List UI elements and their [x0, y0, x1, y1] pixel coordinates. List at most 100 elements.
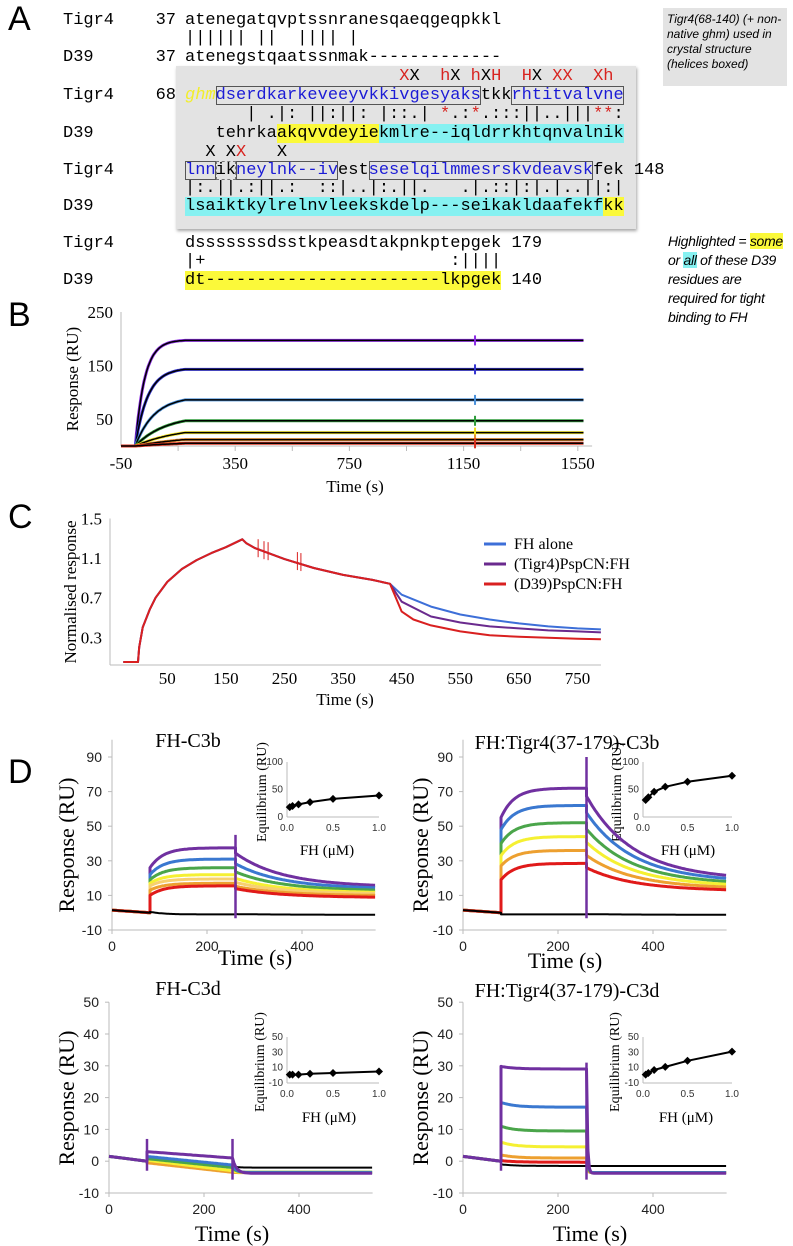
d3-inset-x-label: FH (μM)	[302, 1110, 356, 1126]
sequence-segment: dserdkarkeveeyvkkivgesyaks	[215, 86, 481, 105]
panel-label-b: B	[8, 296, 31, 334]
d3-y-axis-label: Response (RU)	[54, 1030, 79, 1165]
c-y-tick-label: 0.7	[81, 589, 103, 608]
d2-y-tick-label: 50	[437, 818, 453, 834]
sequence-segment: h	[440, 67, 451, 86]
sequence-segment: |:.||.:||.: ::|..|:.||. .|.::|:|.|..||:|	[185, 179, 624, 198]
d4-y-tick-label: 10	[437, 1121, 453, 1137]
d3-y-tick-label: 0	[91, 1153, 99, 1169]
sequence-segment: atenegstqaatssnmak-------------	[185, 48, 502, 67]
sequence: lsaiktkylrelnvleekskdelp---seikakldaafek…	[185, 197, 624, 216]
sequence-name: D39	[63, 48, 94, 67]
d3-x-tick-label: 0	[105, 1201, 113, 1217]
sequence-name: Tigr4	[63, 11, 115, 30]
d1-series-orange	[111, 881, 376, 915]
d1-inset-point	[294, 800, 303, 809]
d3-inset-x-tick-label: 0.0	[280, 1089, 294, 1100]
c-y-tick-label: 1.1	[81, 549, 102, 568]
d4-inset-x-label: FH (μM)	[659, 1110, 713, 1126]
sequence-segment: h	[470, 67, 481, 86]
d4-inset-x-tick-label: 0.5	[681, 1089, 695, 1100]
c-y-tick-label: 0.3	[81, 628, 102, 647]
b-y-tick-label: 50	[96, 410, 113, 429]
d4-series-control	[462, 1155, 727, 1167]
sequence-segment: XX	[552, 67, 573, 86]
d4-y-tick-label: -10	[433, 1185, 453, 1201]
d2-inset-y-tick-label: 0	[633, 812, 639, 823]
d3-inset-y-label: Equilibrium (RU)	[253, 1012, 268, 1112]
d2-inset-point	[728, 771, 736, 780]
d1-inset-y-tick-label: 50	[272, 785, 284, 796]
sequence-name: Tigr4	[63, 161, 115, 180]
d4-inset-point	[650, 1065, 659, 1074]
d2-y-tick-label: 90	[437, 749, 453, 765]
d4-x-tick-label: 0	[459, 1201, 467, 1217]
panel-label-d: D	[8, 753, 33, 791]
d1-series-red	[111, 884, 376, 915]
d2-y-tick-label: -10	[433, 922, 453, 938]
d4-inset-y-tick-label: -10	[625, 1078, 640, 1089]
d1-inset-y-tick-label: 0	[277, 812, 283, 823]
sequence: X XX X	[185, 143, 287, 162]
sequence-segment: X	[399, 67, 410, 86]
d4-x-tick-label: 200	[546, 1201, 570, 1217]
d1-x-axis-label: Time (s)	[218, 945, 292, 970]
d2-y-axis-label: Response (RU)	[408, 777, 433, 912]
d1-inset-y-label: Equilibrium (RU)	[255, 742, 270, 842]
d4-inset-x-tick-label: 0.0	[636, 1089, 650, 1100]
b-fit-conc-1	[121, 339, 584, 447]
d3-inset-x-tick-label: 0.5	[326, 1089, 340, 1100]
d2-title: FH:Tigr4(37-179)-C3b	[475, 732, 660, 754]
d2-series-control	[462, 909, 727, 916]
d4-inset-y-tick-label: 50	[628, 1032, 640, 1043]
d3-y-tick-label: 10	[83, 1121, 99, 1137]
note-some: some	[749, 233, 783, 249]
sequence-segment: *	[440, 105, 451, 124]
c-legend-label: (D39)PspCN:FH	[514, 576, 623, 593]
d3-x-tick-label: 200	[192, 1201, 216, 1217]
d2-inset-y-label: Equilibrium (RU)	[610, 742, 625, 842]
sequence-segment: atenegatqvptssnranesqaeqgeqpkkl	[185, 11, 502, 30]
d3-y-tick-label: -10	[79, 1185, 99, 1201]
c-x-tick-label: 150	[213, 669, 239, 688]
d2-series-yellow	[462, 835, 727, 915]
sequence-segment: rhtitvalvne	[511, 86, 624, 105]
d4-series-purple	[462, 1064, 727, 1175]
d1-inset-point	[306, 798, 314, 807]
d3-inset-x-tick-label: 1.0	[372, 1089, 386, 1100]
d1-series-purple	[111, 846, 376, 915]
d4-y-tick-label: 20	[437, 1090, 453, 1106]
d4-inset-y-tick-label: 10	[628, 1063, 640, 1074]
sequence: atenegstqaatssnmak-------------	[185, 48, 501, 67]
sequence-segment: **	[593, 105, 614, 124]
d3-title: FH-C3d	[155, 978, 221, 1000]
d3-inset-y-tick-label: -10	[269, 1078, 284, 1089]
d1-inset-x-tick-label: 0.0	[280, 823, 294, 834]
d1-inset-point	[375, 791, 383, 800]
d4-inset-point	[728, 1047, 736, 1056]
sequence-segment: .:::||..|||	[480, 105, 594, 124]
sequence-segment: X	[480, 67, 492, 86]
d2-series-purple	[462, 786, 727, 915]
b-series-conc-2	[121, 367, 584, 448]
sequence-segment: X X	[185, 143, 237, 162]
sequence-segment: X	[246, 143, 288, 162]
sequence-segment: .:	[450, 105, 471, 124]
sequence-segment: est	[338, 161, 369, 180]
d2-x-tick-label: 400	[641, 938, 665, 954]
d2-inset-point	[661, 782, 670, 791]
sequence: |+ :||||	[185, 252, 501, 271]
c-x-tick-label: 750	[565, 669, 591, 688]
b-fit-conc-3	[121, 399, 584, 447]
d2-inset-x-tick-label: 0.0	[636, 823, 650, 834]
d3-inset-y-tick-label: 30	[272, 1047, 284, 1058]
sequence-segment: lnn	[185, 161, 216, 180]
c-x-tick-label: 50	[159, 669, 176, 688]
sequence-segment: dsssssssdsstkpeasdtakpnkptepgek	[185, 234, 502, 253]
sequence-segment: H	[521, 67, 532, 86]
d3-inset-point	[375, 1067, 383, 1076]
sequence: dsssssssdsstkpeasdtakpnkptepgek 179	[185, 234, 542, 253]
d1-y-tick-label: 90	[86, 749, 102, 765]
d4-inset-y-tick-label: 30	[628, 1047, 640, 1058]
